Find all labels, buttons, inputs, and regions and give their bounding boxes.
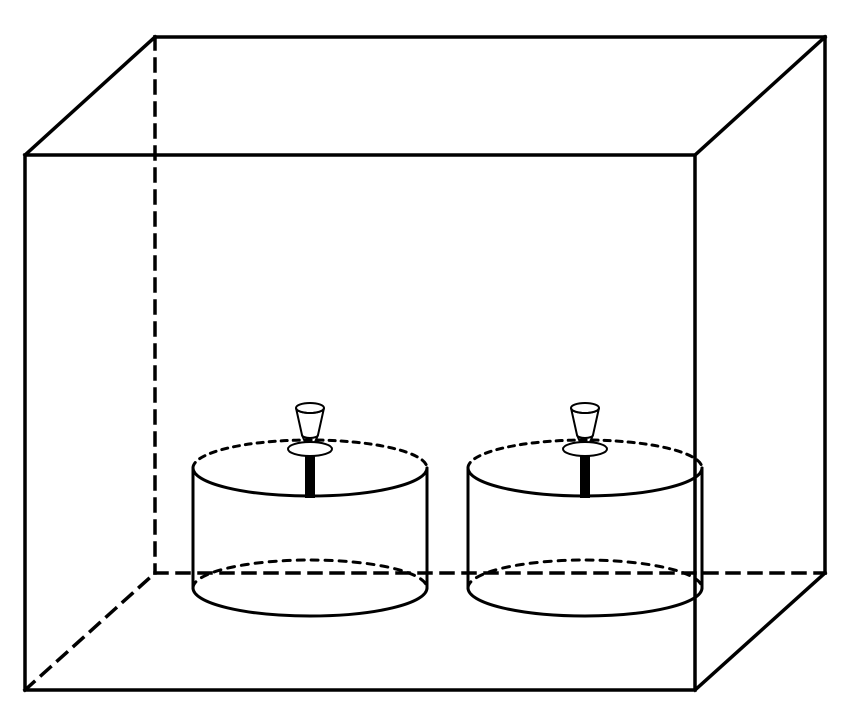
knob-stem	[580, 456, 590, 498]
cylinders	[193, 403, 702, 616]
knob-disc	[563, 442, 607, 456]
cylinder-bottom-front	[468, 588, 702, 616]
box-edge-bottom-right	[695, 573, 825, 690]
cylinder-1-knob	[288, 403, 332, 498]
box-edge-bottom-left-hidden	[25, 573, 155, 690]
cylinder-2-knob	[563, 403, 607, 498]
knob-disc	[288, 442, 332, 456]
cylinder-bottom-front	[193, 588, 427, 616]
box-edge-top-left	[25, 37, 155, 155]
knob-cup-rim	[571, 403, 599, 413]
knob-stem	[305, 456, 315, 498]
box-edge-top-right	[695, 37, 825, 155]
cylinder-1	[193, 403, 427, 616]
diagram-box-with-cylinders	[0, 0, 853, 701]
cylinder-2	[468, 403, 702, 616]
knob-cup-rim	[296, 403, 324, 413]
